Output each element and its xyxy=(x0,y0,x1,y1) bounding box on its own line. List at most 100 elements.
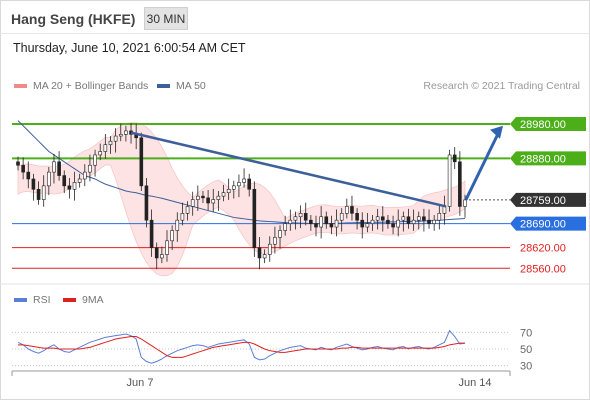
candle-body xyxy=(201,195,205,199)
candle-body xyxy=(380,216,385,221)
price-label-28560.00: 28560.00 xyxy=(520,263,566,275)
bollinger-swatch xyxy=(14,84,27,88)
bollinger-band xyxy=(17,122,466,277)
legend-ma50: MA 50 xyxy=(157,80,206,92)
candle-body xyxy=(401,216,406,221)
svg-text:28759.00: 28759.00 xyxy=(520,195,566,207)
candle-body xyxy=(463,199,467,207)
projection-arrow xyxy=(464,131,501,201)
candle-body xyxy=(62,175,67,187)
candle-body xyxy=(242,178,246,183)
svg-text:28980.00: 28980.00 xyxy=(520,119,566,131)
candle-body xyxy=(396,219,401,228)
legend-bollinger: MA 20 + Bollinger Bands xyxy=(14,80,148,92)
candle-body xyxy=(88,164,92,173)
candle-body xyxy=(98,151,103,156)
price-label-28880.00: 28880.00 xyxy=(510,151,586,166)
candle-body xyxy=(283,223,287,231)
candle-body xyxy=(47,171,51,187)
candle-body xyxy=(226,188,231,194)
candle-body xyxy=(16,161,20,166)
rsi-swatch xyxy=(14,298,27,302)
candle-body xyxy=(216,195,221,200)
ma9-swatch xyxy=(63,298,76,302)
candle-body xyxy=(108,140,113,145)
candle-body xyxy=(113,135,118,142)
rsi-tick-30: 30 xyxy=(520,361,532,373)
candle-body xyxy=(21,164,25,173)
svg-text:28690.00: 28690.00 xyxy=(520,219,566,231)
legend-rsi: RSI xyxy=(14,294,51,306)
candle-body xyxy=(458,161,462,207)
ma50-swatch xyxy=(157,84,170,88)
candle-body xyxy=(206,197,210,204)
x-label-jun7: Jun 7 xyxy=(127,377,154,389)
projection-arrowhead xyxy=(490,125,503,139)
x-label-jun14: Jun 14 xyxy=(458,377,491,389)
price-label-28980.00: 28980.00 xyxy=(510,117,586,132)
candle-body xyxy=(175,219,180,231)
svg-text:28880.00: 28880.00 xyxy=(520,153,566,165)
candle-body xyxy=(365,223,370,228)
price-label-28620.00: 28620.00 xyxy=(520,243,566,255)
legend-rsi-label: RSI xyxy=(33,294,51,306)
candle-body xyxy=(237,182,241,187)
candle-body xyxy=(154,247,159,259)
candle-body xyxy=(309,219,313,224)
chart-header: Hang Seng (HKFE) 30 MIN xyxy=(0,4,590,32)
candle-body xyxy=(31,178,36,190)
rsi-tick-50: 50 xyxy=(520,344,532,356)
candle-body xyxy=(103,144,108,152)
candle-body xyxy=(36,188,41,200)
legend-ma9-label: 9MA xyxy=(82,294,104,306)
candle-body xyxy=(57,161,61,176)
candle-body xyxy=(329,223,334,228)
rsi-tick-70: 70 xyxy=(520,327,532,339)
candle-body xyxy=(252,188,257,248)
candle-body xyxy=(139,137,144,187)
candle-body xyxy=(339,213,344,221)
candle-body xyxy=(391,223,395,228)
candle-body xyxy=(314,223,318,228)
candle-body xyxy=(422,216,426,221)
candle-body xyxy=(416,216,421,221)
candle-body xyxy=(386,219,390,224)
candle-body xyxy=(406,216,411,224)
interval-button[interactable]: 30 MIN xyxy=(144,7,188,30)
candle-body xyxy=(165,240,169,255)
candle-body xyxy=(185,206,190,214)
candle-body xyxy=(345,206,349,214)
trendline xyxy=(130,131,447,208)
candle-body xyxy=(26,171,31,180)
timestamp: Thursday, June 10, 2021 6:00:54 AM CET xyxy=(13,41,246,55)
candle-body xyxy=(267,243,272,255)
candle-body xyxy=(82,171,87,180)
candle-body xyxy=(334,219,339,228)
candle-body xyxy=(319,216,323,228)
candle-body xyxy=(247,178,252,190)
svg-text:28560.00: 28560.00 xyxy=(520,263,566,275)
legend-bollinger-label: MA 20 + Bollinger Bands xyxy=(33,80,149,92)
candle-body xyxy=(211,199,216,204)
candle-body xyxy=(160,254,164,259)
candle-body xyxy=(452,154,457,163)
candle-body xyxy=(77,178,82,183)
candle-body xyxy=(72,182,77,190)
candle-body xyxy=(262,254,267,259)
candle-body xyxy=(52,161,56,173)
rsi-line xyxy=(17,329,466,364)
candle-body xyxy=(411,219,416,224)
candle-body xyxy=(118,134,123,137)
svg-text:28620.00: 28620.00 xyxy=(520,243,566,255)
header-divider xyxy=(0,33,590,34)
candle-body xyxy=(93,154,97,166)
candle-body xyxy=(370,219,375,224)
candle-body xyxy=(375,216,380,221)
candle-body xyxy=(149,219,154,248)
candle-body xyxy=(180,213,185,221)
candle-body xyxy=(355,213,359,221)
price-label-28759.00: 28759.00 xyxy=(510,192,586,207)
legend-ma9: 9MA xyxy=(63,294,104,306)
candle-body xyxy=(190,199,195,207)
